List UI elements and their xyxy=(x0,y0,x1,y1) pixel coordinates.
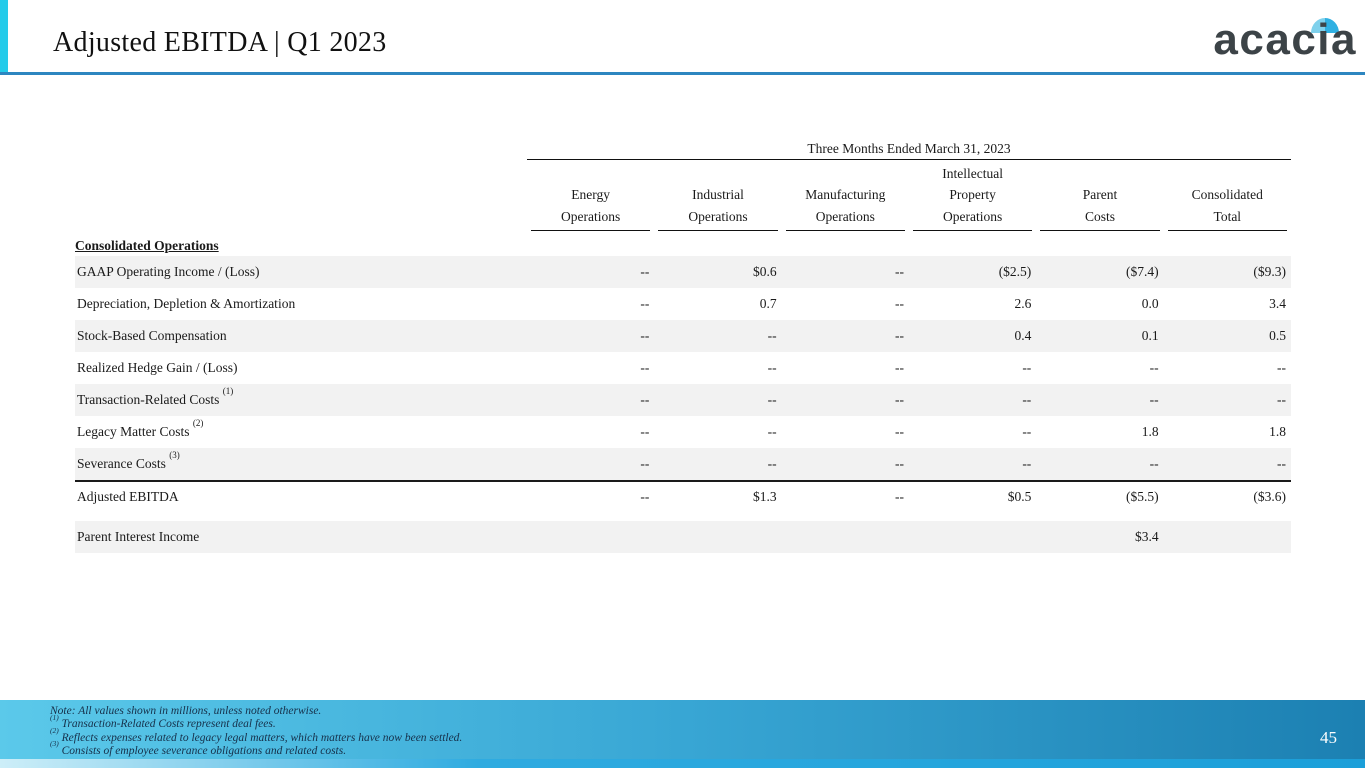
table-rows: GAAP Operating Income / (Loss) -- $0.6 -- ($… xyxy=(75,256,1291,512)
column-header: Parent Costs xyxy=(1036,184,1163,231)
cell-value: -- xyxy=(894,296,904,311)
column-headers: Energy Operations Industrial Operations Manu… xyxy=(75,160,1291,231)
cell-value: -- xyxy=(1149,360,1159,375)
cell-value: $1.3 xyxy=(753,489,777,504)
cell-value: -- xyxy=(894,360,904,375)
footnote: (3) Consists of employee severance oblig… xyxy=(50,739,347,758)
row-label: Transaction-Related Costs (1) xyxy=(77,385,234,407)
cell-value: ($5.5) xyxy=(1126,489,1159,504)
cell-value: 3.4 xyxy=(1269,296,1286,311)
table-row: Parent Interest Income $3.4 xyxy=(75,521,1291,553)
cell-value: 0.7 xyxy=(759,296,777,311)
cell-value: ($9.3) xyxy=(1253,264,1286,279)
slide-footer: Note: All values shown in millions, unle… xyxy=(0,700,1365,768)
extra-rows: Parent Interest Income $3.4 xyxy=(75,521,1291,553)
table-row: Stock-Based Compensation -- -- -- 0.4 0.1 0.5 xyxy=(75,320,1291,352)
accent-bar xyxy=(0,0,8,72)
footnote: (2) Reflects expenses related to legacy … xyxy=(50,725,463,744)
cell-value: 0.4 xyxy=(1014,328,1032,343)
cell-value: -- xyxy=(894,328,904,343)
cell-value: -- xyxy=(767,328,777,343)
row-label: Depreciation, Depletion & Amortization xyxy=(77,296,296,311)
section-label: Consolidated Operations xyxy=(75,238,219,253)
column-header: Energy Operations xyxy=(527,184,654,231)
cell-value: 2.6 xyxy=(1014,296,1032,311)
column-header: Industrial Operations xyxy=(654,184,781,231)
cell-value: -- xyxy=(640,456,650,471)
cell-value: -- xyxy=(640,424,650,439)
column-header: Consolidated Total xyxy=(1164,184,1291,231)
row-label: Realized Hedge Gain / (Loss) xyxy=(77,360,238,375)
logo-dome-icon xyxy=(1311,18,1339,33)
cell-value: -- xyxy=(640,264,650,279)
cell-value: -- xyxy=(1149,456,1159,471)
cell-value: 0.1 xyxy=(1141,328,1159,343)
cell-value: -- xyxy=(1022,456,1032,471)
row-label: Severance Costs (3) xyxy=(77,449,180,471)
logo-text: acacia xyxy=(1213,15,1357,64)
footnote: Note: All values shown in millions, unle… xyxy=(50,705,322,717)
cell-value: -- xyxy=(640,360,650,375)
column-header: Manufacturing Operations xyxy=(782,184,909,231)
table-row: Severance Costs (3) -- -- -- -- -- -- xyxy=(75,448,1291,480)
table-row: Realized Hedge Gain / (Loss) -- -- -- -- -- -- xyxy=(75,352,1291,384)
cell-value: -- xyxy=(640,489,650,504)
acacia-logo: acacia xyxy=(1189,6,1359,68)
page-number: 45 xyxy=(1320,728,1337,747)
cell-value: -- xyxy=(1276,360,1286,375)
row-label: Stock-Based Compensation xyxy=(77,328,227,343)
footer-notes: Note: All values shown in millions, unle… xyxy=(50,705,462,759)
cell-value: ($7.4) xyxy=(1126,264,1159,279)
column-header: Intellectual Property Operations xyxy=(909,163,1036,231)
table-row: Adjusted EBITDA -- $1.3 -- $0.5 ($5.5) ($3.6) xyxy=(75,480,1291,512)
row-label: GAAP Operating Income / (Loss) xyxy=(77,264,260,279)
cell-value: -- xyxy=(1276,456,1286,471)
table-row: Transaction-Related Costs (1) -- -- -- -- -- -… xyxy=(75,384,1291,416)
row-gap xyxy=(75,512,1291,521)
cell-value: -- xyxy=(1276,392,1286,407)
slide-header: Adjusted EBITDA | Q1 2023 acacia xyxy=(0,0,1365,75)
cell-value: ($3.6) xyxy=(1253,489,1286,504)
cell-value: 0.5 xyxy=(1269,328,1286,343)
cell-value: $3.4 xyxy=(1135,529,1159,544)
cell-value: 1.8 xyxy=(1269,424,1286,439)
table-row: Depreciation, Depletion & Amortization --… xyxy=(75,288,1291,320)
footer-strip xyxy=(0,759,1365,768)
cell-value: $0.6 xyxy=(753,264,777,279)
cell-value: ($2.5) xyxy=(998,264,1032,279)
cell-value: -- xyxy=(894,489,904,504)
cell-value: -- xyxy=(767,424,777,439)
cell-value: -- xyxy=(640,392,650,407)
table-row: GAAP Operating Income / (Loss) -- $0.6 -- ($… xyxy=(75,256,1291,288)
table-row: Legacy Matter Costs (2) -- -- -- -- 1.8 1.8 xyxy=(75,416,1291,448)
row-label: Parent Interest Income xyxy=(77,529,200,544)
page-title: Adjusted EBITDA | Q1 2023 xyxy=(53,27,387,58)
cell-value: -- xyxy=(894,264,904,279)
cell-value: -- xyxy=(1022,392,1032,407)
ebitda-table: Three Months Ended March 31, 2023 Energy… xyxy=(75,140,1291,553)
cell-value: -- xyxy=(640,296,650,311)
cell-value: 0.0 xyxy=(1141,296,1159,311)
cell-value: $0.5 xyxy=(1007,489,1032,504)
cell-value: -- xyxy=(640,328,650,343)
cell-value: -- xyxy=(1022,360,1032,375)
footnote: (1) Transaction-Related Costs represent … xyxy=(50,712,276,731)
table-span-header: Three Months Ended March 31, 2023 xyxy=(527,140,1291,160)
cell-value: -- xyxy=(1022,424,1032,439)
cell-value: -- xyxy=(894,424,904,439)
cell-value: -- xyxy=(767,456,777,471)
row-label: Legacy Matter Costs (2) xyxy=(77,417,204,439)
row-label: Adjusted EBITDA xyxy=(77,489,179,504)
cell-value: -- xyxy=(767,392,777,407)
cell-value: 1.8 xyxy=(1141,424,1159,439)
cell-value: -- xyxy=(894,456,904,471)
cell-value: -- xyxy=(767,360,777,375)
cell-value: -- xyxy=(894,392,904,407)
cell-value: -- xyxy=(1149,392,1159,407)
